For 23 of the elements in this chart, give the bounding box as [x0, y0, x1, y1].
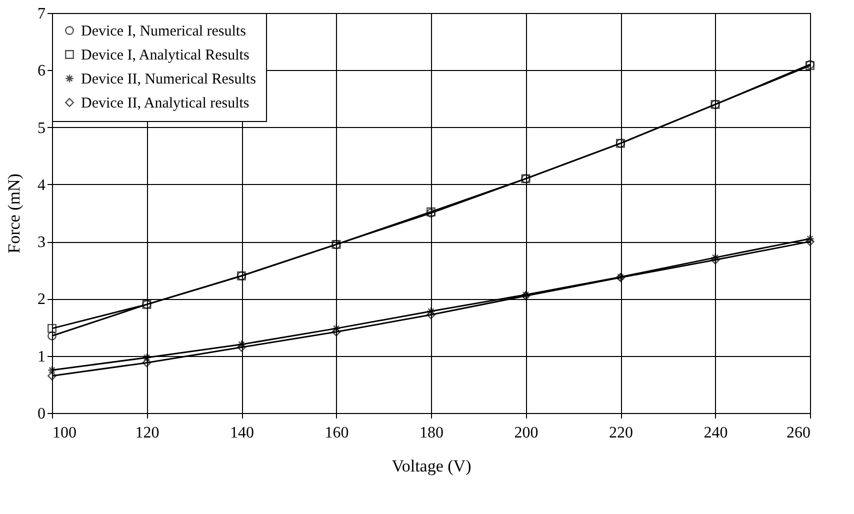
x-tick-label: 160 — [324, 424, 349, 442]
y-tick-label: 5 — [38, 120, 46, 137]
y-axis-title: Force (mN) — [4, 174, 24, 254]
y-tick-label: 0 — [38, 406, 46, 422]
y-tick-label: 7 — [38, 6, 46, 22]
x-tick-label: 220 — [609, 424, 633, 442]
x-tick-label: 140 — [230, 424, 254, 442]
x-tick-label: 200 — [514, 424, 538, 442]
x-tick-label: 120 — [135, 424, 160, 442]
legend-label: Device I, Analytical Results — [81, 48, 250, 64]
y-tick-label: 2 — [38, 291, 46, 308]
x-tick-label: 100 — [52, 424, 76, 442]
y-tick-label: 1 — [38, 348, 46, 366]
legend-label: Device II, Analytical results — [81, 96, 250, 112]
x-tick-label: 180 — [420, 424, 444, 442]
x-tick-label: 260 — [786, 424, 810, 442]
y-tick-label: 3 — [38, 234, 46, 252]
legend-label: Device I, Numerical results — [81, 24, 246, 40]
x-axis-title: Voltage (V) — [392, 456, 472, 476]
legend-label: Device II, Numerical Results — [81, 72, 256, 88]
y-tick-label: 4 — [38, 176, 46, 194]
y-tick-label: 6 — [38, 62, 46, 80]
x-tick-label: 240 — [704, 424, 728, 442]
